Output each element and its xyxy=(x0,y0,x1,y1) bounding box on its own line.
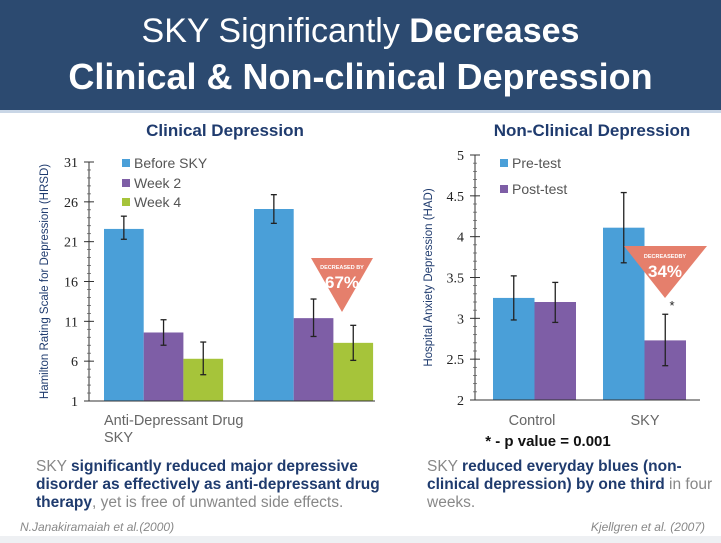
caption-right: SKY reduced everyday blues (non-clinical… xyxy=(427,458,717,512)
x-category-label: SKY xyxy=(104,430,133,446)
legend-swatch xyxy=(500,159,508,167)
y-tick-label: 26 xyxy=(64,196,78,211)
y-tick-label: 3 xyxy=(457,312,464,327)
callout-value: 34% xyxy=(648,262,682,281)
caption-left-text-end: , yet is free of unwanted side effects. xyxy=(92,494,344,511)
callout-value: 67% xyxy=(325,273,359,292)
y-tick-label: 21 xyxy=(64,236,78,251)
y-tick-label: 1 xyxy=(71,395,78,410)
x-category-label: Control xyxy=(509,413,556,429)
x-category-label: Anti-Depressant Drug xyxy=(104,413,243,429)
legend-swatch xyxy=(500,185,508,193)
title-light: SKY Significantly xyxy=(141,12,400,50)
legend-label: Pre-test xyxy=(512,155,561,171)
y-axis-label: Hospital Anxiety Depression (HAD) xyxy=(423,188,435,366)
title-banner: SKY Significantly Decreases Clinical & N… xyxy=(0,0,721,113)
legend-label: Week 4 xyxy=(134,194,181,210)
decrease-callout xyxy=(311,258,373,312)
caption-right-bold: reduced everyday blues (non-clinical dep… xyxy=(427,458,682,493)
y-tick-label: 5 xyxy=(457,149,464,164)
caption-left-bold: significantly reduced major depressive d… xyxy=(36,458,380,511)
y-tick-label: 2.5 xyxy=(447,353,465,368)
caption-left-text: SKY xyxy=(36,458,72,475)
chart-title: Non-Clinical Depression xyxy=(494,121,690,140)
legend-label: Post-test xyxy=(512,181,567,197)
y-tick-label: 16 xyxy=(64,276,78,291)
bar xyxy=(254,209,294,401)
legend-swatch xyxy=(122,198,130,206)
title-bold: Decreases xyxy=(409,12,580,50)
title-line-2: Clinical & Non-clinical Depression xyxy=(68,56,653,97)
y-tick-label: 4 xyxy=(457,231,464,246)
p-value-footnote: * - p value = 0.001 xyxy=(485,433,611,450)
caption-right-text-end: in four weeks. xyxy=(427,476,713,511)
chart-title: Clinical Depression xyxy=(146,121,304,140)
y-tick-label: 4.5 xyxy=(447,190,465,205)
y-tick-label: 31 xyxy=(64,156,78,171)
callout-label: DECREASED BY xyxy=(320,265,364,271)
y-tick-label: 2 xyxy=(457,394,464,409)
significance-marker: * xyxy=(669,298,674,313)
legend-swatch xyxy=(122,159,130,167)
title-line-1: SKY Significantly Decreases xyxy=(0,12,721,51)
legend-swatch xyxy=(122,179,130,187)
y-tick-label: 11 xyxy=(65,315,78,330)
bar xyxy=(104,228,144,401)
citation-left: N.Janakiramaiah et al.(2000) xyxy=(20,520,175,534)
y-tick-label: 3.5 xyxy=(447,272,465,287)
legend-label: Before SKY xyxy=(134,155,208,171)
legend-label: Week 2 xyxy=(134,175,181,191)
decrease-callout xyxy=(624,246,707,298)
footer-bar xyxy=(0,536,721,543)
caption-right-text: SKY xyxy=(427,458,463,475)
caption-left: SKY significantly reduced major depressi… xyxy=(36,458,396,512)
citation-right: Kjellgren et al. (2007) xyxy=(590,520,705,534)
x-category-label: SKY xyxy=(630,413,659,429)
y-tick-label: 6 xyxy=(71,355,78,370)
callout-label: DECREASEDBY xyxy=(644,254,687,260)
y-axis-label: Hamilton Rating Scale for Depression (HR… xyxy=(39,164,51,399)
